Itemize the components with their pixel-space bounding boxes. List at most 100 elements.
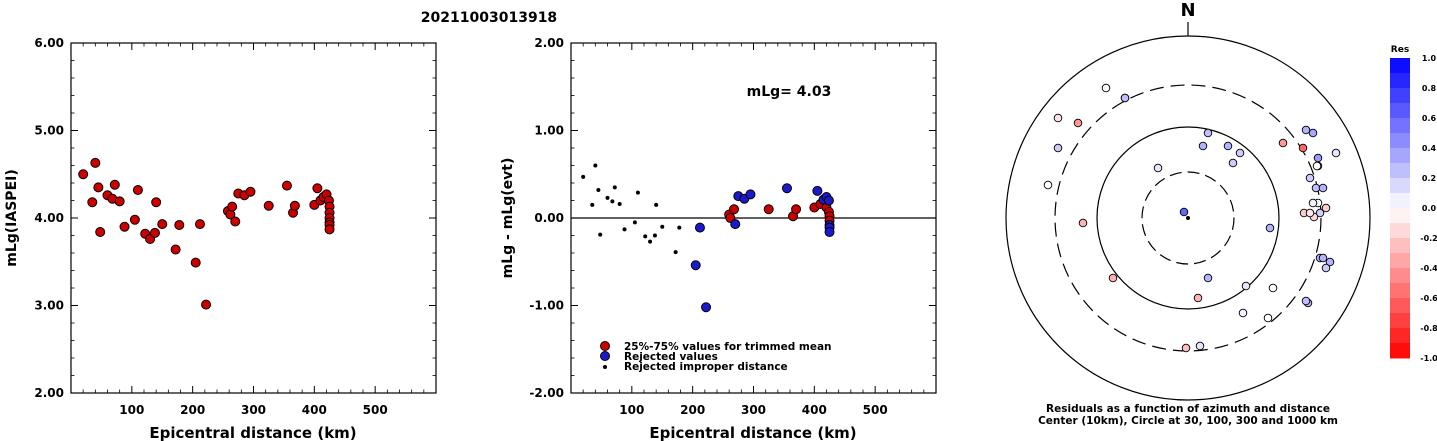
polar-point	[1235, 148, 1245, 158]
panel1-x-tick-label: 100	[119, 403, 144, 417]
colorbar-label: -0.4	[1420, 264, 1437, 273]
colorbar-cell	[1390, 268, 1410, 284]
polar-point	[1223, 141, 1233, 151]
panel2-point-s0	[763, 204, 774, 215]
panel2-point-s2	[612, 185, 617, 190]
polar-point	[1238, 308, 1248, 318]
panel2-point-s2	[677, 225, 682, 230]
panel2-point-s2	[598, 232, 603, 237]
legend-rejected-label: Rejected values	[624, 351, 718, 363]
panel2-point-s1	[701, 302, 712, 313]
panel1-point-s0	[149, 227, 160, 238]
colorbar-cell	[1390, 238, 1410, 254]
colorbar-cell	[1390, 133, 1410, 149]
residual-vs-distance-panel: 100 200 300 400 500 -2.00 -1.00 0.00 1.00 2.00 E…	[500, 36, 937, 441]
panel2-point-s2	[622, 227, 627, 232]
colorbar-cells	[1390, 58, 1410, 359]
panel2-point-s2	[596, 188, 601, 192]
panel1-y-label: mLg(IASPEI)	[4, 169, 20, 267]
polar-point	[1305, 173, 1315, 183]
polar-point	[1301, 125, 1311, 135]
panel1-y-tick-label: 5.00	[34, 124, 64, 138]
panel2-point-s2	[660, 224, 665, 229]
panel1-x-label: Epicentral distance (km)	[149, 424, 356, 441]
colorbar-cell	[1390, 313, 1410, 329]
polar-point	[1043, 180, 1053, 190]
panel2-point-s2	[593, 163, 598, 168]
panel1-point-s0	[119, 221, 130, 232]
panel2-point-s1	[694, 222, 705, 233]
colorbar-label: 1.0	[1422, 54, 1437, 63]
panel1-x-tick-label: 500	[363, 403, 388, 417]
polar-point	[1321, 263, 1331, 273]
panel2-x-tick-label: 200	[680, 403, 705, 417]
panel1-y-tick-label: 4.00	[34, 211, 64, 225]
polar-point	[1313, 153, 1323, 163]
panel2-point-s2	[648, 239, 653, 244]
polar-point	[1305, 208, 1315, 218]
residual-colorbar: Res 1.0 0.8 0.6 0.4 0.2 0.0 -0.2 -0.4 -0.6 -0.8 -1…	[1390, 45, 1437, 363]
polar-point	[1318, 253, 1328, 263]
panel2-point-s1	[730, 219, 741, 230]
panel1-x-ticks: 100 200 300 400 500	[82, 43, 425, 417]
polar-point	[1301, 296, 1311, 306]
ring-100km	[1096, 126, 1280, 310]
polar-point	[1265, 223, 1275, 233]
polar-point	[1073, 118, 1083, 128]
panel1-point-s0	[227, 201, 238, 212]
panel1-point-s0	[109, 179, 120, 190]
panel2-points	[581, 163, 835, 313]
panel2-point-s2	[617, 202, 622, 206]
polar-point	[1298, 143, 1308, 153]
panel2-point-s2	[590, 202, 595, 207]
panel1-point-s0	[263, 200, 274, 211]
panel2-y-tick-label: -1.00	[529, 299, 564, 313]
legend-trimmed-label: 25%-75% values for trimmed mean	[624, 341, 832, 353]
panel1-x-tick-label: 400	[302, 403, 327, 417]
panel2-x-tick-label: 400	[802, 403, 827, 417]
colorbar-label: -0.8	[1420, 324, 1437, 333]
panel2-point-s1	[781, 183, 792, 194]
panel1-point-s0	[87, 197, 98, 208]
colorbar-cell	[1390, 118, 1410, 134]
panel2-point-s1	[823, 195, 834, 206]
panel2-point-s2	[673, 250, 678, 255]
polar-point	[1263, 313, 1273, 323]
colorbar-cell	[1390, 73, 1410, 89]
polar-point	[1181, 343, 1191, 353]
polar-point	[1179, 207, 1189, 217]
panel2-point-s0	[729, 204, 740, 215]
panel1-point-s0	[129, 214, 140, 225]
colorbar-cell	[1390, 88, 1410, 104]
polar-point	[1078, 218, 1088, 228]
colorbar-cell	[1390, 283, 1410, 299]
panel1-x-tick-label: 300	[241, 403, 266, 417]
panel1-point-s0	[157, 219, 168, 230]
polar-point	[1053, 113, 1063, 123]
ring-30km	[1141, 171, 1235, 265]
colorbar-cell	[1390, 328, 1410, 344]
colorbar-cell	[1390, 103, 1410, 119]
panel2-legend: 25%-75% values for trimmed mean Rejected…	[600, 341, 832, 373]
colorbar-label: -0.6	[1420, 294, 1437, 303]
polar-point	[1101, 83, 1111, 93]
panel2-x-tick-label: 300	[741, 403, 766, 417]
polar-point	[1195, 341, 1205, 351]
colorbar-cell	[1390, 298, 1410, 314]
azimuth-residual-panel: N Residuals as a function of azimuth and…	[1005, 0, 1371, 427]
polar-point	[1318, 183, 1328, 193]
polar-point	[1331, 148, 1341, 158]
legend-trimmed-marker	[600, 341, 610, 351]
colorbar-cell	[1390, 163, 1410, 179]
panel2-x-ticks: 100 200 300 400 500	[582, 43, 925, 417]
panel1-points	[78, 157, 335, 310]
panel1-y-tick-label: 2.00	[34, 386, 64, 400]
panel2-y-tick-label: 0.00	[534, 211, 564, 225]
polar-point	[1241, 281, 1251, 291]
panel2-point-s2	[635, 190, 640, 195]
panel1-point-s0	[90, 157, 101, 168]
panel2-point-s2	[632, 220, 637, 225]
panel1-point-s0	[170, 244, 181, 255]
polar-point	[1311, 183, 1321, 193]
polar-point	[1321, 203, 1331, 213]
